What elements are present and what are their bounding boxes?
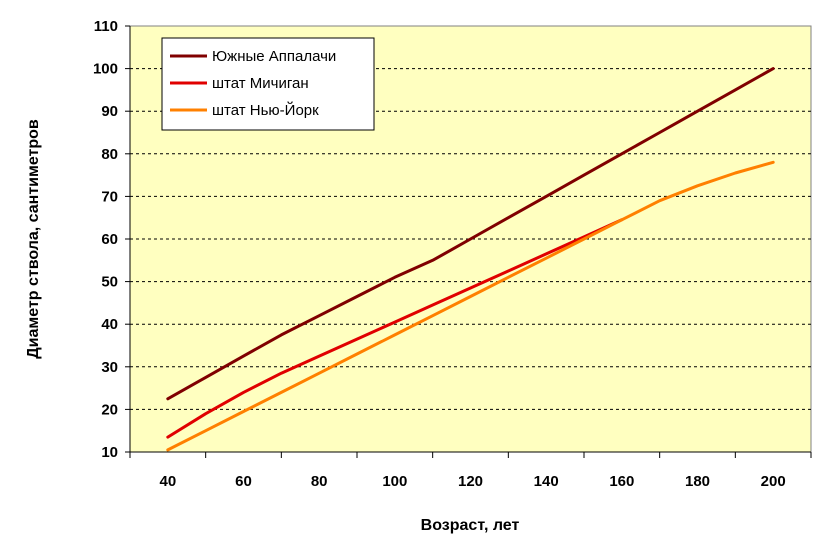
x-tick-labels: 40 60 80 100 120 140 160 180 200 [159,473,785,490]
x-axis-title: Возраст, лет [421,517,520,534]
y-tick-label-20: 20 [101,401,118,418]
x-tick-label-40: 40 [159,473,176,490]
y-tick-label-60: 60 [101,231,118,248]
y-tick-label-100: 100 [93,61,118,78]
series-line-1 [166,67,775,401]
x-tick-label-180: 180 [685,473,710,490]
x-tick-label-200: 200 [761,473,786,490]
x-tick-label-120: 120 [458,473,483,490]
legend: Южные Аппалачи штат Мичиган штат Нью-Йорк [161,37,375,131]
axes [125,25,812,458]
y-tick-label-70: 70 [101,188,118,205]
y-tick-label-90: 90 [101,103,118,120]
legend-label-1: Южные Аппалачи [212,48,336,65]
series-line-3 [166,160,775,452]
y-tick-label-10: 10 [101,444,118,461]
y-tick-labels: 10 20 30 40 50 60 70 80 90 100 110 [93,18,118,461]
legend-items: Южные Аппалачи штат Мичиган штат Нью-Йорк [170,48,336,119]
series-line-2 [166,218,624,439]
x-tick-label-100: 100 [382,473,407,490]
x-tick-label-140: 140 [534,473,559,490]
legend-label-3: штат Нью-Йорк [212,101,319,119]
x-tick-label-60: 60 [235,473,252,490]
x-tick-label-160: 160 [609,473,634,490]
y-tick-label-110: 110 [94,18,118,35]
x-tick-label-80: 80 [311,473,328,490]
y-tick-label-40: 40 [101,316,118,333]
y-tick-label-80: 80 [101,146,118,163]
y-axis-title: Диаметр ствола, сантиметров [25,119,42,359]
y-tick-label-50: 50 [101,274,118,291]
legend-label-2: штат Мичиган [212,75,309,92]
series-lines [166,67,775,452]
y-tick-label-30: 30 [101,359,118,376]
